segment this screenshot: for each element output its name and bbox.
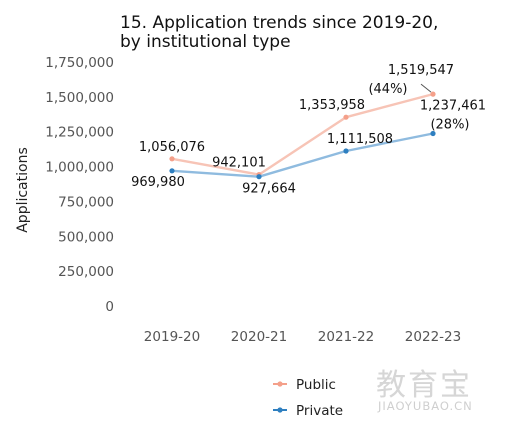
x-tick-label: 2019-20 [144, 329, 200, 345]
y-tick-label: 1,000,000 [45, 160, 114, 176]
data-label-public: 1,353,958 [299, 98, 365, 113]
legend-private-label: Private [296, 403, 343, 419]
y-tick-label: 250,000 [58, 264, 114, 280]
x-axis: 2019-20 2020-21 2021-22 2022-23 [144, 329, 461, 345]
watermark-logo: 教育宝 [376, 368, 472, 403]
y-tick-label: 1,250,000 [45, 125, 114, 141]
y-tick-label: 500,000 [58, 229, 114, 245]
chart-title-line-1: 15. Application trends since 2019-20, [120, 13, 438, 33]
y-axis: 0 250,000 500,000 750,000 1,000,000 1,250,000… [45, 55, 114, 315]
data-label-private: 927,664 [242, 182, 296, 197]
data-point-public [430, 91, 436, 97]
watermark-url: JIAOYUBAO.CN [377, 399, 473, 413]
x-tick-label: 2021-22 [318, 329, 374, 345]
y-tick-label: 0 [105, 299, 114, 315]
annotation-public-change: (44%) [368, 82, 407, 97]
x-tick-label: 2022-23 [405, 329, 461, 345]
data-point-private [343, 148, 349, 154]
data-label-private: 1,111,508 [327, 132, 393, 147]
series-group [169, 91, 436, 180]
legend-public-marker [277, 381, 283, 387]
data-labels: 1,056,076 942,101 1,353,958 1,519,547 969,98… [131, 63, 486, 197]
watermark: 教育宝 JIAOYUBAO.CN [376, 368, 473, 413]
y-tick-label: 1,750,000 [45, 55, 114, 71]
y-tick-label: 750,000 [58, 194, 114, 210]
data-point-public [169, 156, 175, 162]
chart-title-line-2: by institutional type [120, 32, 291, 52]
data-label-private: 1,237,461 [420, 98, 486, 113]
data-point-private [169, 168, 175, 174]
y-tick-label: 1,500,000 [45, 90, 114, 106]
annotation-leader-line [420, 83, 432, 93]
data-point-private [430, 130, 436, 137]
data-label-public: 1,056,076 [139, 140, 205, 155]
data-label-public: 1,519,547 [388, 63, 454, 78]
y-axis-label: Applications [15, 147, 31, 233]
data-label-public: 942,101 [212, 156, 266, 171]
series-line-private [171, 132, 434, 178]
data-label-private: 969,980 [131, 175, 185, 190]
legend-private-marker [277, 407, 283, 413]
legend: Public Private [273, 377, 343, 419]
data-point-private [256, 174, 262, 180]
annotation-private-change: (28%) [430, 117, 469, 132]
series-line-public [171, 92, 434, 176]
data-point-public [343, 114, 349, 120]
legend-public-label: Public [296, 377, 336, 393]
x-tick-label: 2020-21 [231, 329, 287, 345]
